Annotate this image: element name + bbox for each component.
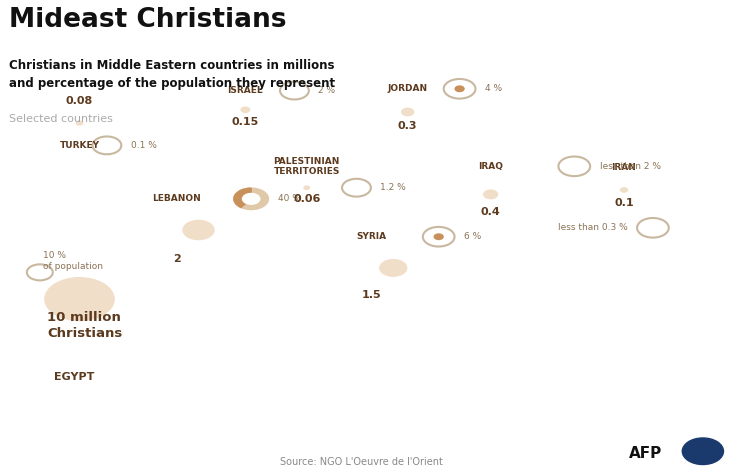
Circle shape	[45, 278, 114, 320]
Text: IRAN: IRAN	[612, 163, 637, 172]
Text: Source: NGO L'Oeuvre de l'Orient: Source: NGO L'Oeuvre de l'Orient	[280, 457, 442, 467]
Circle shape	[77, 121, 82, 125]
Text: 0.06: 0.06	[293, 194, 320, 204]
Text: 6 %: 6 %	[464, 232, 481, 241]
Text: IRAQ: IRAQ	[478, 162, 503, 171]
Text: Christians in Middle Eastern countries in millions
and percentage of the populat: Christians in Middle Eastern countries i…	[9, 59, 335, 90]
Text: PALESTINIAN
TERRITORIES: PALESTINIAN TERRITORIES	[274, 156, 340, 176]
Text: AFP: AFP	[629, 446, 662, 461]
Text: JORDAN: JORDAN	[388, 84, 428, 93]
Text: 10 %
of population: 10 % of population	[43, 251, 104, 271]
Text: 1.5: 1.5	[362, 290, 381, 300]
Circle shape	[242, 193, 260, 204]
Circle shape	[304, 186, 309, 189]
Text: 0.15: 0.15	[232, 117, 259, 127]
Text: 0.4: 0.4	[481, 207, 500, 217]
Circle shape	[380, 260, 407, 276]
Text: LEBANON: LEBANON	[152, 194, 201, 203]
Circle shape	[455, 86, 464, 91]
Text: 10 million
Christians: 10 million Christians	[47, 311, 122, 340]
Text: 2 %: 2 %	[318, 86, 336, 95]
Text: 0.08: 0.08	[66, 96, 93, 106]
Text: TURKEY: TURKEY	[60, 141, 99, 150]
Circle shape	[234, 188, 269, 210]
Wedge shape	[234, 188, 251, 208]
Text: less than 2 %: less than 2 %	[600, 162, 660, 171]
Text: SYRIA: SYRIA	[356, 232, 386, 241]
Circle shape	[241, 107, 250, 112]
Text: 0.3: 0.3	[398, 121, 417, 131]
Circle shape	[183, 220, 214, 239]
Circle shape	[484, 190, 498, 199]
Text: 0.1: 0.1	[615, 198, 634, 208]
Text: Selected countries: Selected countries	[9, 114, 113, 124]
Text: EGYPT: EGYPT	[54, 372, 95, 382]
Text: 40 %: 40 %	[278, 194, 301, 203]
Text: 0.1 %: 0.1 %	[131, 141, 157, 150]
Text: 1.2 %: 1.2 %	[381, 183, 406, 192]
Circle shape	[402, 108, 414, 116]
Text: 2: 2	[173, 254, 181, 264]
Text: 4 %: 4 %	[485, 84, 502, 93]
Text: less than 0.3 %: less than 0.3 %	[558, 223, 628, 232]
Text: ISRAEL: ISRAEL	[227, 86, 263, 95]
Text: Mideast Christians: Mideast Christians	[9, 7, 286, 33]
Circle shape	[434, 234, 443, 239]
Circle shape	[620, 188, 628, 192]
